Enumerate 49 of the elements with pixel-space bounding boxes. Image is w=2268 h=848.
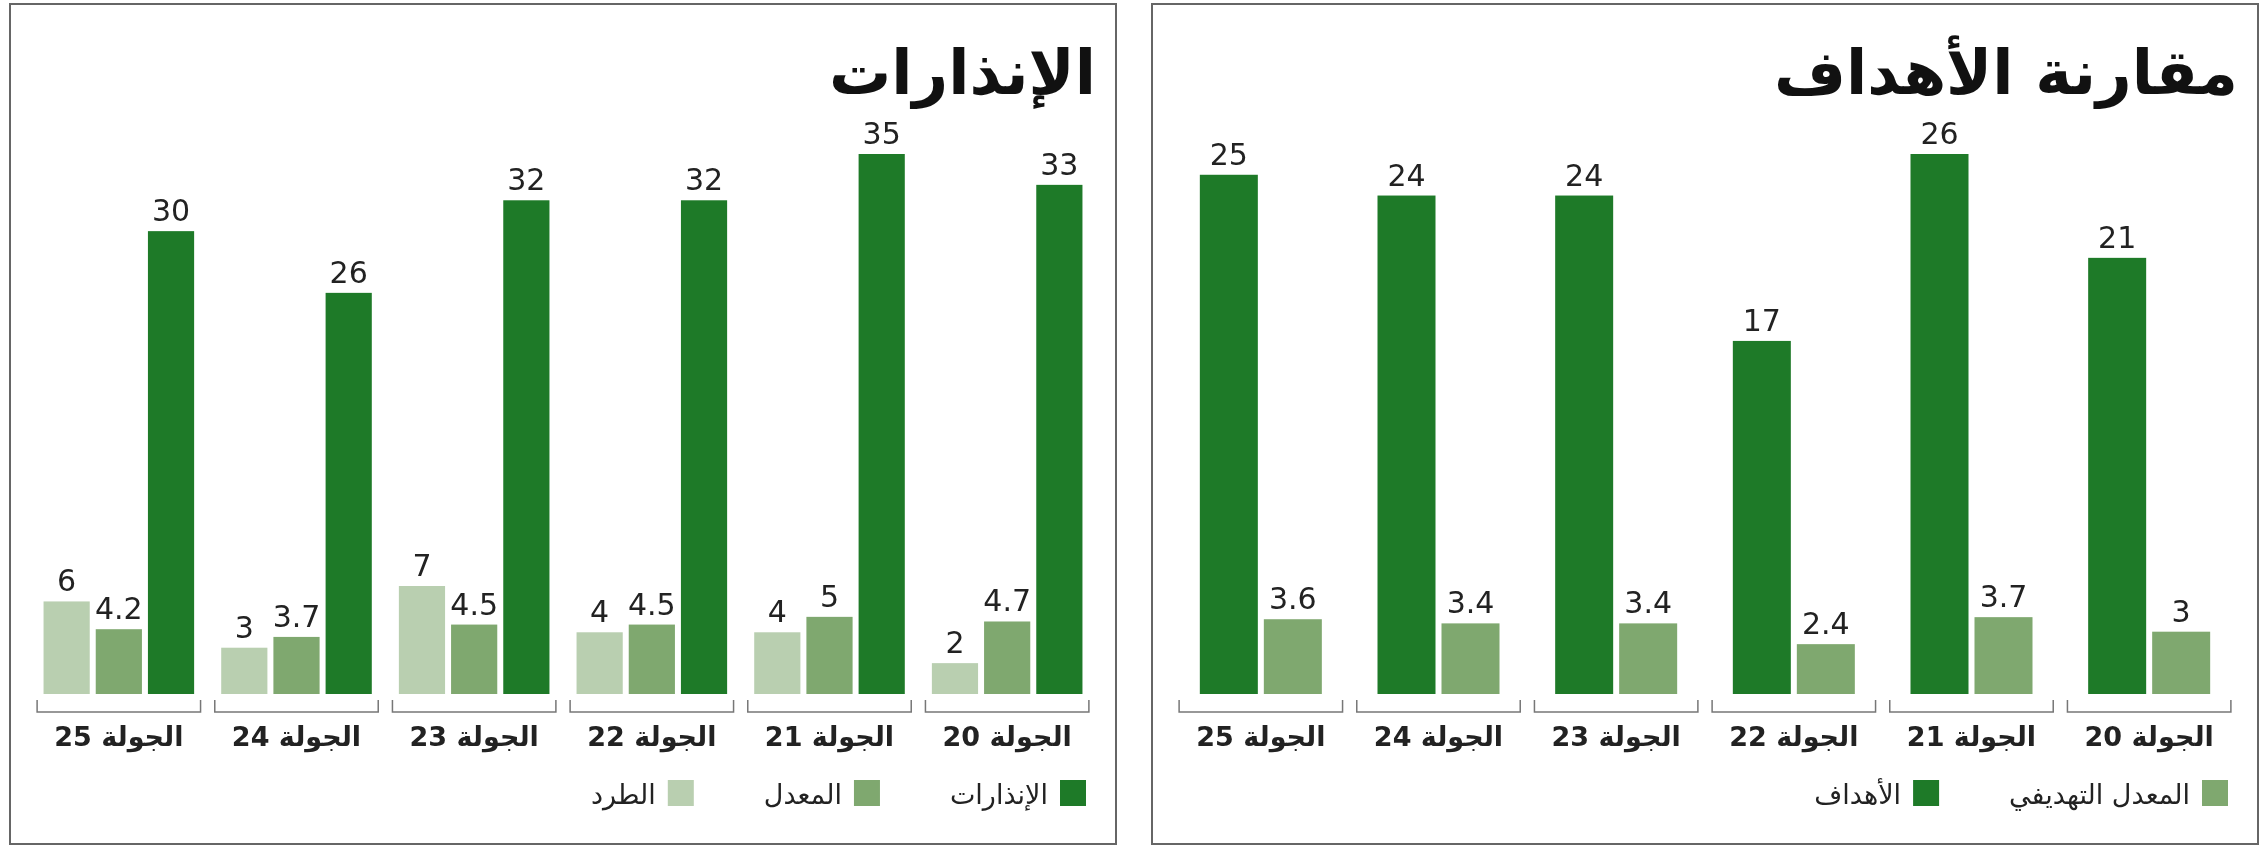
x-tick-label: الجولة 21 <box>764 721 895 753</box>
data-label: 3.4 <box>1624 585 1673 621</box>
data-label: 26 <box>1920 116 1959 151</box>
data-label: 3.7 <box>1979 579 2028 615</box>
x-tick-label: الجولة 21 <box>1906 721 2037 753</box>
data-label: 2 <box>945 625 965 661</box>
chart-title: مقارنة الأهداف <box>1774 35 2238 109</box>
x-tick-label: الجولة 22 <box>587 721 717 753</box>
data-label: 35 <box>862 116 901 151</box>
legend-label: المعدل التهديفي <box>2009 779 2190 811</box>
legend-label: الإنذارات <box>949 779 1048 811</box>
data-label: 3 <box>2171 593 2191 629</box>
x-tick-label: الجولة 22 <box>1729 721 1859 753</box>
data-label: 24 <box>1565 157 1604 193</box>
data-label: 6 <box>57 563 77 599</box>
chart-title: الإنذارات <box>828 36 1096 109</box>
x-tick-label: الجولة 20 <box>2084 721 2214 753</box>
data-label: 4 <box>767 594 787 630</box>
x-tick-label: الجولة 25 <box>54 721 184 753</box>
legend-label: الطرد <box>590 779 656 811</box>
data-label: 24 <box>1387 157 1426 193</box>
x-tick-label: الجولة 24 <box>231 721 362 753</box>
data-label: 7 <box>412 548 432 583</box>
data-label: 32 <box>684 162 724 198</box>
data-label: 4 <box>590 594 610 630</box>
data-label: 3.4 <box>1446 585 1495 621</box>
data-label: 3 <box>234 609 254 645</box>
data-label: 21 <box>2098 219 2137 255</box>
x-tick-label: الجولة 24 <box>1373 721 1504 753</box>
data-label: 30 <box>151 193 191 229</box>
data-label: 4.7 <box>983 583 1032 619</box>
data-label: 32 <box>507 162 546 198</box>
x-tick-label: الجولة 23 <box>1551 721 1681 753</box>
data-label: 25 <box>1209 136 1248 172</box>
data-label: 26 <box>329 254 368 290</box>
x-tick-label: الجولة 25 <box>1196 721 1326 753</box>
data-label: 4.5 <box>450 586 499 622</box>
x-tick-label: الجولة 20 <box>942 721 1072 753</box>
data-label: 3.7 <box>272 598 321 634</box>
data-label: 17 <box>1742 302 1781 338</box>
data-label: 2.4 <box>1801 606 1850 642</box>
data-label: 4.2 <box>94 591 143 627</box>
data-label: 4.5 <box>627 586 676 622</box>
legend-label: المعدل <box>763 779 842 810</box>
x-tick-label: الجولة 23 <box>409 721 539 753</box>
data-label: 33 <box>1040 146 1079 182</box>
legend-label: الأهداف <box>1814 777 1902 810</box>
data-label: 3.6 <box>1268 581 1317 617</box>
data-label: 5 <box>819 578 840 614</box>
